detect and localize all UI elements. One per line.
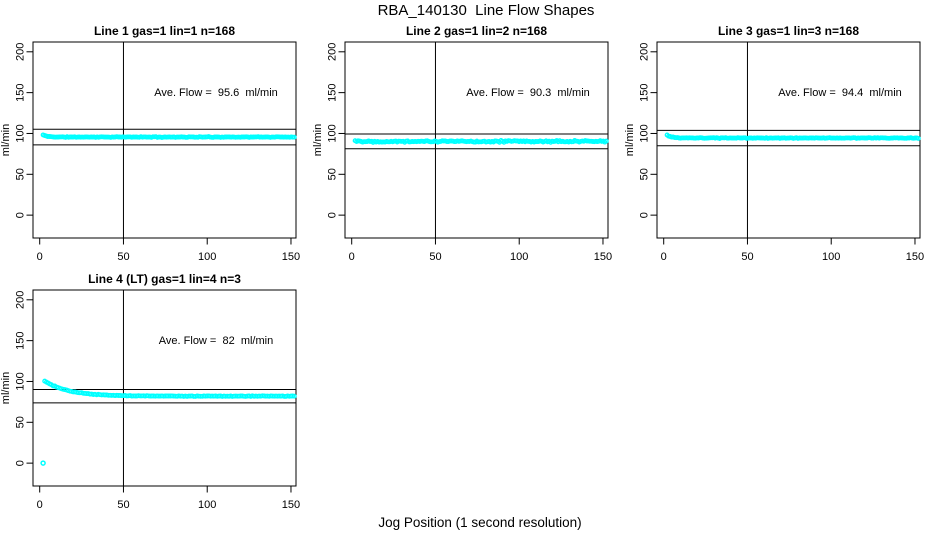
data-points xyxy=(40,132,297,140)
avg-flow-annotation: Ave. Flow = 95.6 ml/min xyxy=(154,87,278,99)
x-tick-label: 0 xyxy=(37,251,43,263)
x-tick-label: 100 xyxy=(198,499,216,511)
x-tick-label: 50 xyxy=(117,251,129,263)
x-axis-label: Jog Position (1 second resolution) xyxy=(378,515,582,530)
y-axis-unit-label: ml/min xyxy=(312,124,324,156)
panel-title: Line 4 (LT) gas=1 lin=4 n=3 xyxy=(88,272,241,286)
y-tick-label: 150 xyxy=(639,83,651,101)
data-point xyxy=(291,393,297,399)
y-tick-label: 100 xyxy=(15,124,27,142)
y-tick-label: 0 xyxy=(15,212,27,218)
chart-line-1: Line 1 gas=1 lin=1 n=168 ml/min 0 50 100 15… xyxy=(0,24,300,263)
y-axis-unit-label: ml/min xyxy=(0,124,12,156)
data-points xyxy=(664,132,921,141)
axes: 0 50 100 150 0 50 100 150 200 xyxy=(639,41,924,263)
x-tick-label: 100 xyxy=(822,251,840,263)
y-tick-label: 0 xyxy=(327,212,339,218)
y-tick-label: 200 xyxy=(15,43,27,61)
y-tick-label: 150 xyxy=(15,331,27,349)
panel-title: Line 1 gas=1 lin=1 n=168 xyxy=(94,24,235,38)
outlier-point xyxy=(40,460,46,466)
y-axis-unit-label: ml/min xyxy=(0,372,12,404)
y-tick-label: 200 xyxy=(639,43,651,61)
panel-line-1: Line 1 gas=1 lin=1 n=168 ml/min 0 50 100 15… xyxy=(0,0,312,268)
x-tick-label: 0 xyxy=(661,251,667,263)
y-tick-label: 0 xyxy=(639,212,651,218)
x-tick-label: 150 xyxy=(906,251,924,263)
y-tick-label: 200 xyxy=(15,291,27,309)
panel-title: Line 3 gas=1 lin=3 n=168 xyxy=(718,24,859,38)
x-tick-label: 100 xyxy=(510,251,528,263)
avg-flow-annotation: Ave. Flow = 94.4 ml/min xyxy=(778,87,902,99)
panel-title: Line 2 gas=1 lin=2 n=168 xyxy=(406,24,547,38)
x-tick-label: 0 xyxy=(349,251,355,263)
x-tick-label: 150 xyxy=(282,499,300,511)
plot-box xyxy=(32,41,297,239)
y-tick-label: 0 xyxy=(15,460,27,466)
axes: 0 50 100 150 0 50 100 150 200 xyxy=(15,41,300,263)
y-tick-label: 50 xyxy=(327,168,339,180)
axes: 0 50 100 150 0 50 100 150 200 xyxy=(15,289,300,511)
y-axis-unit-label: ml/min xyxy=(624,124,636,156)
panel-line-2: Line 2 gas=1 lin=2 n=168 ml/min 0 50 100 15… xyxy=(312,0,624,268)
y-tick-label: 150 xyxy=(327,83,339,101)
chart-line-4: Line 4 (LT) gas=1 lin=4 n=3 ml/min 0 50 10… xyxy=(0,272,300,511)
figure-title: RBA_140130 Line Flow Shapes xyxy=(377,2,595,19)
y-tick-label: 100 xyxy=(327,124,339,142)
avg-flow-annotation: Ave. Flow = 82 ml/min xyxy=(159,335,273,347)
chart-line-2: Line 2 gas=1 lin=2 n=168 ml/min 0 50 100 15… xyxy=(312,24,612,263)
x-tick-label: 150 xyxy=(594,251,612,263)
y-tick-label: 50 xyxy=(15,168,27,180)
plot-box xyxy=(32,289,297,487)
data-point xyxy=(915,135,921,141)
data-point xyxy=(603,138,609,144)
avg-flow-annotation: Ave. Flow = 90.3 ml/min xyxy=(466,87,590,99)
x-tick-label: 50 xyxy=(741,251,753,263)
panel-line-3: Line 3 gas=1 lin=3 n=168 ml/min 0 50 100 15… xyxy=(624,0,936,268)
y-tick-label: 100 xyxy=(639,124,651,142)
panel-line-4: Line 4 (LT) gas=1 lin=4 n=3 ml/min 0 50 10… xyxy=(0,248,312,516)
x-tick-label: 0 xyxy=(37,499,43,511)
chart-line-3: Line 3 gas=1 lin=3 n=168 ml/min 0 50 100 15… xyxy=(624,24,924,263)
x-tick-label: 100 xyxy=(198,251,216,263)
y-tick-label: 150 xyxy=(15,83,27,101)
y-tick-label: 50 xyxy=(639,168,651,180)
data-points xyxy=(40,378,297,466)
data-points xyxy=(352,138,609,145)
y-tick-label: 200 xyxy=(327,43,339,61)
x-tick-label: 50 xyxy=(117,499,129,511)
x-tick-label: 150 xyxy=(282,251,300,263)
data-point xyxy=(291,134,297,140)
y-tick-label: 100 xyxy=(15,372,27,390)
y-tick-label: 50 xyxy=(15,416,27,428)
axes: 0 50 100 150 0 50 100 150 200 xyxy=(327,41,612,263)
x-tick-label: 50 xyxy=(429,251,441,263)
